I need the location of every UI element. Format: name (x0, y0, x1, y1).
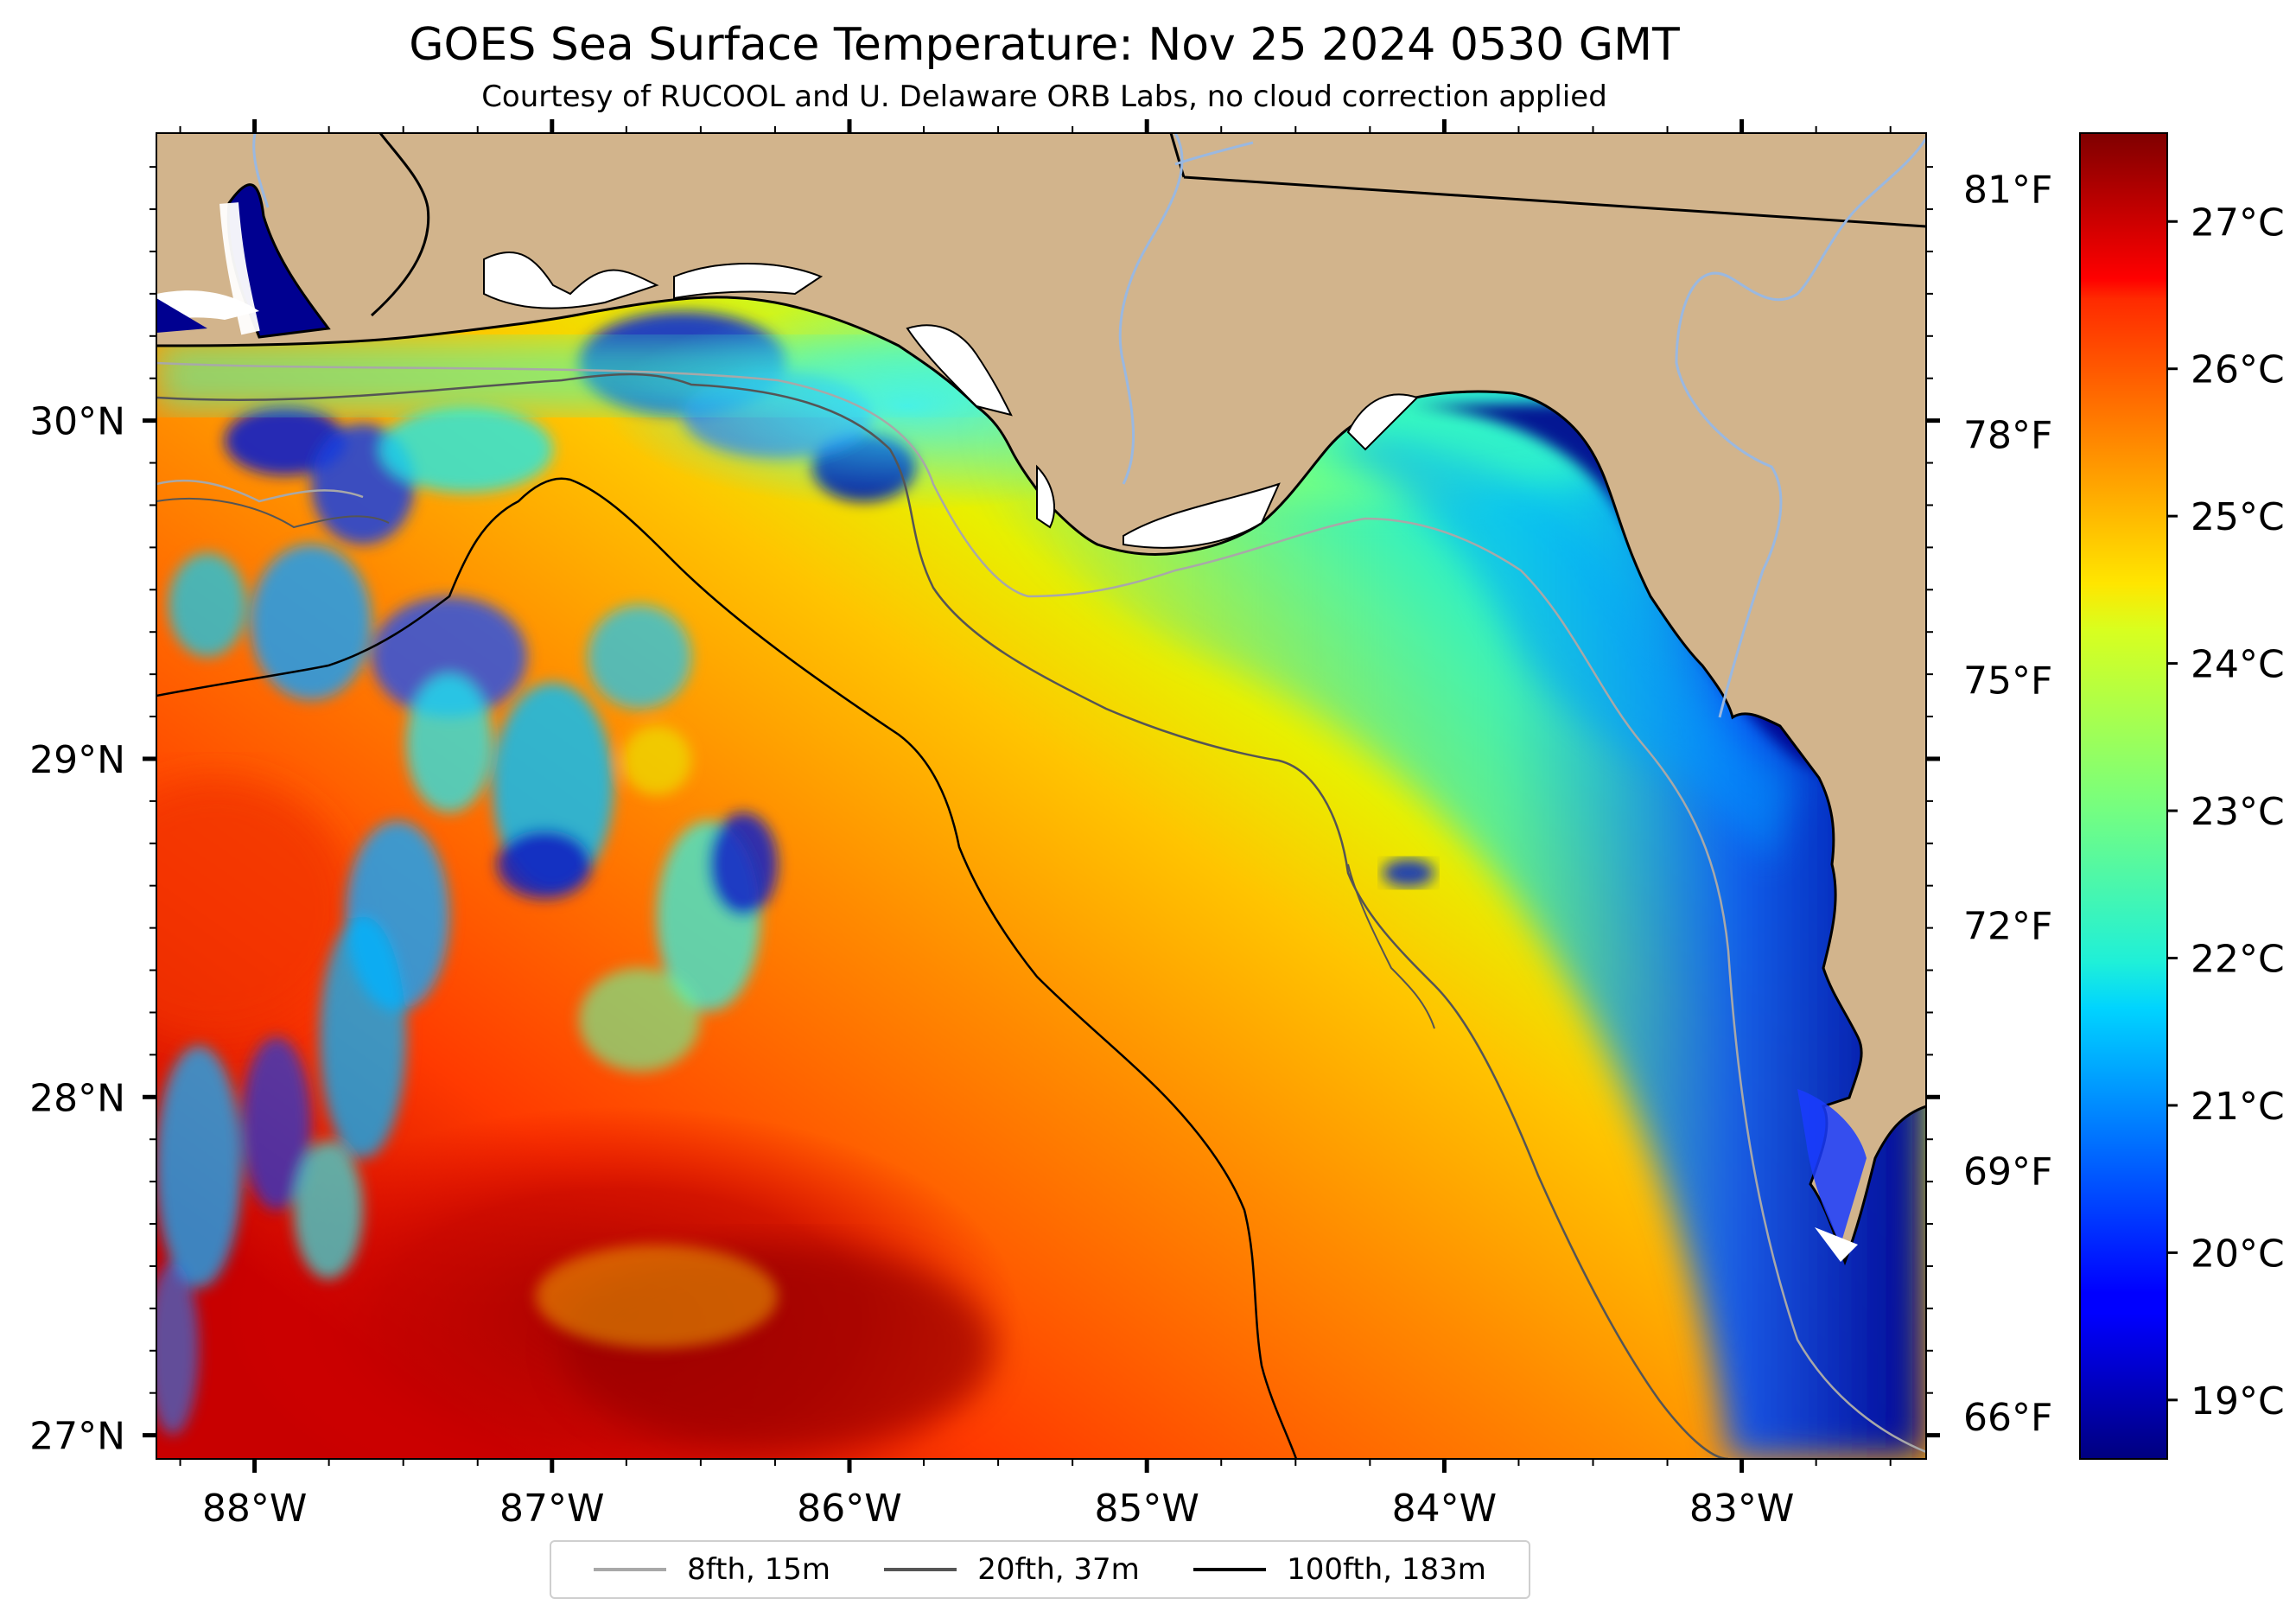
fahrenheit-label: 69°F (1963, 1150, 2052, 1194)
celsius-label: 25°C (2191, 495, 2285, 539)
legend-line-8fth (594, 1568, 667, 1571)
figure-title: GOES Sea Surface Temperature: Nov 25 202… (409, 19, 1680, 71)
axis-ticks (143, 119, 1940, 1473)
legend-item-20fth: 20fth, 37m (884, 1552, 1140, 1587)
lon-label: 83°W (1689, 1487, 1795, 1531)
bathymetry-contours (156, 361, 1926, 1459)
land-mass (156, 133, 1926, 1262)
legend-line-100fth (1193, 1568, 1267, 1571)
legend-item-100fth: 100fth, 183m (1193, 1552, 1486, 1587)
celsius-label: 21°C (2191, 1085, 2285, 1129)
lat-label: 29°N (29, 738, 125, 782)
celsius-label: 23°C (2191, 790, 2285, 834)
state-boundary (1183, 175, 1926, 228)
legend-label-8fth: 8fth, 15m (687, 1552, 831, 1587)
lat-label: 30°N (29, 400, 125, 444)
lon-label: 84°W (1392, 1487, 1498, 1531)
sst-field (156, 133, 1926, 1459)
celsius-labels: 27°C 26°C 25°C 24°C 23°C 22°C 21°C 20°C 19°C (2167, 201, 2285, 1423)
lat-label: 27°N (29, 1415, 125, 1459)
celsius-label: 24°C (2191, 643, 2285, 687)
legend-label-20fth: 20fth, 37m (977, 1552, 1140, 1587)
fahrenheit-label: 66°F (1963, 1396, 2052, 1440)
lon-label: 86°W (797, 1487, 902, 1531)
map-frame (156, 132, 1927, 1460)
colorbar (2079, 132, 2168, 1460)
celsius-label: 26°C (2191, 348, 2285, 392)
rivers (252, 133, 1926, 718)
fahrenheit-label: 78°F (1963, 413, 2052, 457)
legend-item-8fth: 8fth, 15m (594, 1552, 830, 1587)
lon-label: 85°W (1094, 1487, 1199, 1531)
celsius-label: 19°C (2191, 1379, 2285, 1423)
celsius-label: 22°C (2191, 937, 2285, 981)
fahrenheit-labels: 81°F 78°F 75°F 72°F 69°F 66°F (1963, 168, 2052, 1439)
celsius-label: 20°C (2191, 1232, 2285, 1276)
latitude-labels: 30°N 29°N 28°N 27°N (29, 400, 125, 1459)
figure-subtitle: Courtesy of RUCOOL and U. Delaware ORB L… (481, 80, 1607, 114)
longitude-labels: 88°W 87°W 86°W 85°W 84°W 83°W (202, 1487, 1795, 1531)
lon-label: 88°W (202, 1487, 308, 1531)
celsius-label: 27°C (2191, 201, 2285, 245)
legend-label-100fth: 100fth, 183m (1287, 1552, 1486, 1587)
lat-label: 28°N (29, 1076, 125, 1120)
legend-line-20fth (884, 1568, 957, 1571)
lon-label: 87°W (499, 1487, 605, 1531)
fahrenheit-label: 72°F (1963, 905, 2052, 949)
contour-legend: 8fth, 15m 20fth, 37m 100fth, 183m (550, 1540, 1530, 1599)
fahrenheit-label: 75°F (1963, 659, 2052, 704)
fahrenheit-label: 81°F (1963, 168, 2052, 212)
